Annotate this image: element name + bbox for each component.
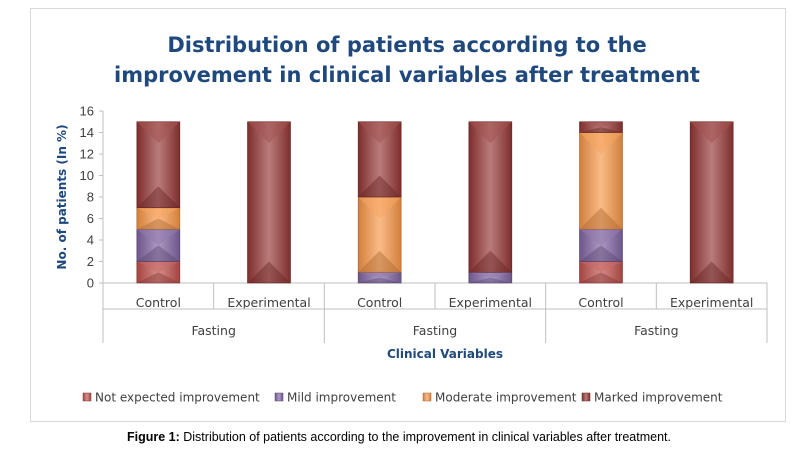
bar-segment-bevel-bottom: [247, 261, 291, 283]
bar-segment-bevel-bottom: [136, 186, 180, 208]
group-label: Fasting: [413, 323, 457, 338]
bar-segment-bevel-top: [358, 197, 402, 219]
x-tick-label: Experimental: [449, 295, 532, 310]
x-axis-labels: Control Experimental Control Experimental Co…: [102, 283, 768, 361]
y-tick-label: 10: [80, 168, 94, 183]
bar-segment-bevel-top: [579, 229, 623, 246]
bar-segment: [690, 121, 734, 283]
y-tick-label: 0: [87, 276, 94, 291]
legend-label: Not expected improvement: [95, 391, 260, 405]
y-tick-label: 4: [87, 233, 94, 248]
chart-title: Distribution of patients according to th…: [114, 33, 700, 87]
caption-label: Figure 1:: [126, 430, 180, 444]
bar-segment-bevel-top: [136, 261, 180, 273]
bar-segment-bevel-bottom: [579, 272, 623, 283]
bar-segment-bevel-bottom: [579, 127, 623, 133]
x-tick-label: Control: [136, 295, 181, 310]
x-tick-label: Experimental: [227, 295, 310, 310]
bar-segment-bevel-bottom: [136, 272, 180, 283]
bar-segment-bevel-top: [579, 132, 623, 154]
caption-text: Distribution of patients according to th…: [179, 430, 671, 444]
bar-segment-bevel-top: [136, 121, 180, 144]
bar-segment-outline: [247, 121, 291, 284]
chart-bars: [136, 121, 734, 284]
bar-segment-bevel-top: [358, 272, 402, 278]
bar-segment-bevel-top: [136, 229, 180, 246]
y-tick-label: 2: [87, 254, 94, 269]
bar-segment-bevel-top: [690, 121, 734, 144]
bar-segment: [247, 121, 291, 283]
x-tick-label: Control: [578, 295, 623, 310]
bar-segment-outline: [689, 121, 734, 284]
legend-label: Moderate improvement: [435, 391, 577, 405]
y-tick-label: 12: [80, 147, 94, 162]
group-label: Fasting: [191, 323, 235, 338]
legend-label: Mild improvement: [287, 391, 396, 405]
bar-segment-bevel-top: [136, 207, 180, 219]
y-tick-label: 8: [87, 190, 94, 205]
bar-segment-bevel-top: [247, 121, 291, 144]
stacked-bar-chart: Distribution of patients according to th…: [55, 33, 768, 405]
bar-segment-bevel-bottom: [136, 218, 180, 230]
x-tick-label: Control: [357, 295, 402, 310]
bar-segment-bevel-bottom: [690, 261, 734, 283]
bar-segment-bevel-bottom: [579, 207, 623, 230]
y-tick-label: 14: [80, 125, 94, 140]
bar-segment-bevel-bottom: [468, 277, 512, 283]
bar-segment-bevel-top: [579, 121, 623, 128]
legend-swatch: [581, 392, 591, 402]
bar-segment-bevel-top: [468, 272, 512, 278]
bar-segment-outline: [468, 121, 513, 273]
bar-segment-bevel-top: [358, 121, 402, 144]
legend-swatch: [82, 392, 92, 402]
bar-segment: [468, 121, 512, 273]
chart-legend: Not expected improvement Mild improvement…: [82, 391, 723, 405]
bar-segment-outline: [136, 121, 181, 209]
bar-segment-bevel-bottom: [358, 250, 402, 273]
legend-swatch: [422, 392, 432, 402]
figure-caption: Figure 1: Distribution of patients accor…: [0, 430, 798, 444]
bar-segment-bevel-bottom: [136, 245, 180, 262]
x-tick-label: Experimental: [670, 295, 753, 310]
bar-segment-bevel-top: [468, 121, 512, 144]
x-axis-title: Clinical Variables: [387, 347, 503, 361]
bar-segment-bevel-bottom: [358, 277, 402, 283]
legend-swatch: [274, 392, 284, 402]
group-label: Fasting: [634, 323, 678, 338]
y-axis-title: No. of patients (In %): [55, 124, 69, 269]
y-tick-label: 6: [87, 211, 94, 226]
chart-title-line-1: Distribution of patients according to th…: [167, 33, 646, 57]
bar-segment-bevel-bottom: [358, 175, 402, 197]
y-tick-label: 16: [80, 104, 94, 119]
chart-title-line-2: improvement in clinical variables after …: [114, 63, 700, 87]
bar-segment-outline: [357, 121, 402, 198]
bar-segment-outline: [579, 121, 623, 133]
bar-segment-bevel-bottom: [468, 250, 512, 273]
bar-segment-bevel-top: [579, 261, 623, 273]
bar-segment-bevel-bottom: [579, 245, 623, 262]
legend-label: Marked improvement: [594, 391, 723, 405]
